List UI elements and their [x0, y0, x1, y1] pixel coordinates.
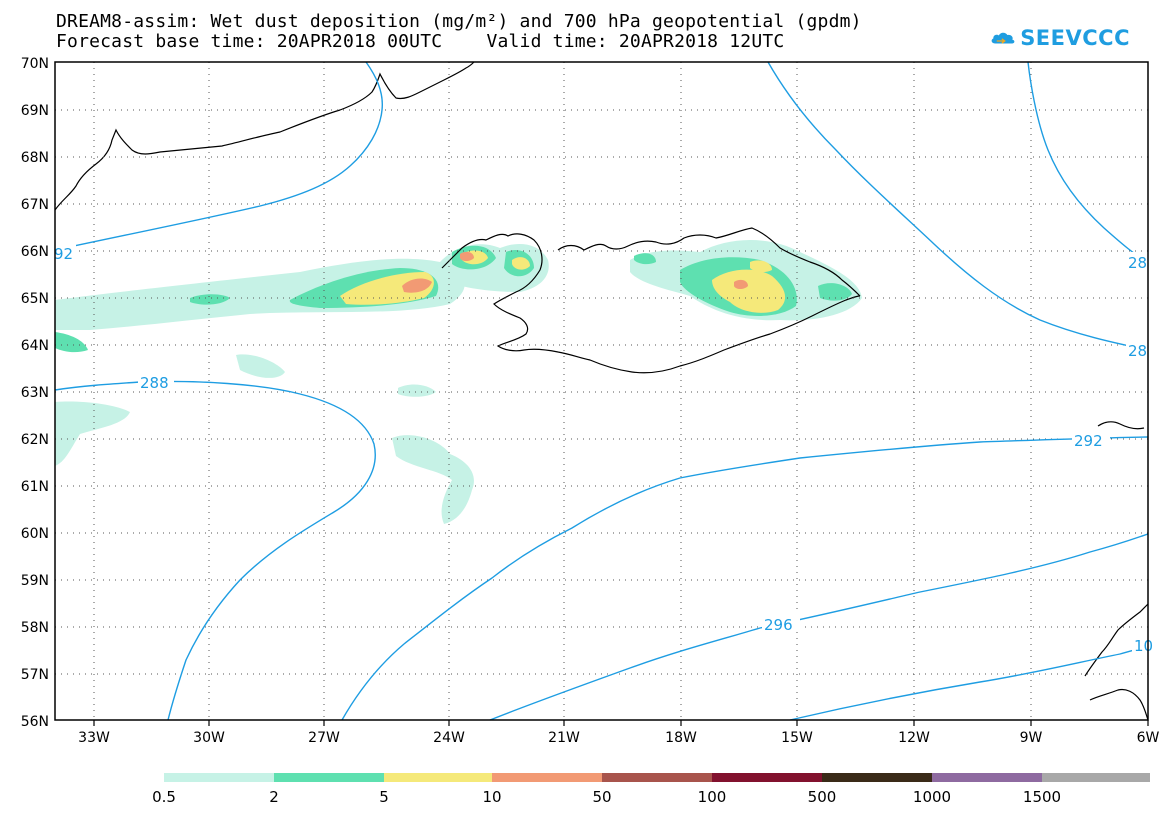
map-frame [54, 61, 1149, 721]
colorbar-label: 10 [482, 788, 501, 806]
colorbar-swatch [1042, 773, 1150, 782]
dust-green-64n [55, 332, 88, 353]
colorbar-swatch [602, 773, 712, 782]
contour-label: 296 [764, 616, 793, 634]
dust-patch-64n [236, 354, 285, 378]
axis-ticks [93, 720, 1149, 726]
dust-orange-plume [402, 278, 432, 293]
lat-label: 69N [21, 103, 49, 119]
contour-300 [789, 645, 1149, 721]
colorbar-swatch [932, 773, 1042, 782]
contour-292-north [54, 61, 383, 251]
lat-label: 67N [21, 197, 49, 213]
coastlines [54, 61, 1149, 721]
colorbar-label: 50 [592, 788, 611, 806]
map-title: DREAM8-assim: Wet dust deposition (mg/m²… [56, 11, 862, 32]
dust-green-ne3 [634, 253, 656, 265]
lat-label: 62N [21, 432, 49, 448]
contour-28-lower [767, 61, 1149, 351]
greenland-coast [54, 61, 475, 211]
colorbar-labels: 0.5 2 5 10 50 100 500 1000 1500 [152, 788, 1061, 806]
lat-label: 66N [21, 244, 49, 260]
lat-label: 57N [21, 667, 49, 683]
iceland-west-coast [441, 233, 861, 374]
contour-288 [54, 380, 376, 721]
lon-label: 15W [781, 730, 813, 746]
lon-label: 30W [193, 730, 225, 746]
logo-text: SEEVCCC [1020, 26, 1130, 50]
dust-orange-nw [460, 251, 474, 261]
lon-label: 6W [1137, 730, 1160, 746]
colorbar-swatch [384, 773, 492, 782]
gridlines [55, 62, 1148, 720]
colorbar-label: 500 [808, 788, 837, 806]
lon-label: 24W [433, 730, 465, 746]
latitude-labels: 70N 69N 68N 67N 66N 65N 64N 63N 62N 61N … [21, 56, 49, 730]
colorbar-label: 2 [269, 788, 279, 806]
dust-yellow-nw2 [512, 257, 530, 270]
contour-label: 28 [1128, 254, 1147, 272]
contour-296 [489, 533, 1149, 721]
lat-label: 58N [21, 620, 49, 636]
lon-label: 21W [548, 730, 580, 746]
colorbar-swatch [712, 773, 822, 782]
dust-yellow-plume [340, 272, 434, 305]
lon-label: 33W [78, 730, 110, 746]
dust-patch-sw [55, 401, 130, 466]
lat-label: 61N [21, 479, 49, 495]
colorbar-label: 0.5 [152, 788, 176, 806]
dust-yellow-ne [712, 269, 786, 313]
colorbar-swatch [822, 773, 932, 782]
scotland-coast [1084, 603, 1149, 721]
colorbar-label: 100 [698, 788, 727, 806]
cloud-icon [991, 32, 1015, 44]
dust-yellow-ne2 [750, 260, 772, 273]
lat-label: 68N [21, 150, 49, 166]
colorbar-swatch [492, 773, 602, 782]
dust-orange-ne [734, 279, 748, 289]
lat-label: 70N [21, 56, 49, 72]
contour-label: 10 [1134, 637, 1153, 655]
lat-label: 60N [21, 526, 49, 542]
colorbar [164, 773, 1150, 782]
lat-label: 64N [21, 338, 49, 354]
colorbar-swatch [164, 773, 274, 782]
colorbar-swatch [274, 773, 384, 782]
iceland-north-coast [557, 227, 861, 297]
dust-green-30w [190, 294, 230, 305]
contour-28-upper [1027, 61, 1149, 263]
lon-label: 18W [665, 730, 697, 746]
longitude-labels: 33W 30W 27W 24W 21W 18W 15W 12W 9W 6W [78, 730, 1159, 746]
map-subtitle: Forecast base time: 20APR2018 00UTC Vali… [56, 31, 785, 52]
contour-label: 28 [1128, 342, 1147, 360]
dust-patch-63n [398, 384, 436, 397]
colorbar-label: 1000 [913, 788, 951, 806]
geopotential-contours [54, 61, 1149, 721]
lat-label: 59N [21, 573, 49, 589]
contour-label: 288 [140, 374, 169, 392]
dust-green-ne2 [818, 283, 852, 301]
faroe-coast [1097, 421, 1145, 430]
lat-label: 63N [21, 385, 49, 401]
contour-label: 292 [1074, 432, 1103, 450]
colorbar-label: 5 [379, 788, 389, 806]
contour-label: 92 [54, 245, 73, 263]
lat-label: 65N [21, 291, 49, 307]
lat-label: 56N [21, 714, 49, 730]
seevccc-logo: SEEVCCC [990, 20, 1130, 56]
lon-label: 9W [1020, 730, 1043, 746]
dust-patch-61n [392, 435, 474, 524]
lon-label: 27W [308, 730, 340, 746]
colorbar-label: 1500 [1023, 788, 1061, 806]
lon-label: 12W [898, 730, 930, 746]
contour-292-south [341, 436, 1149, 721]
